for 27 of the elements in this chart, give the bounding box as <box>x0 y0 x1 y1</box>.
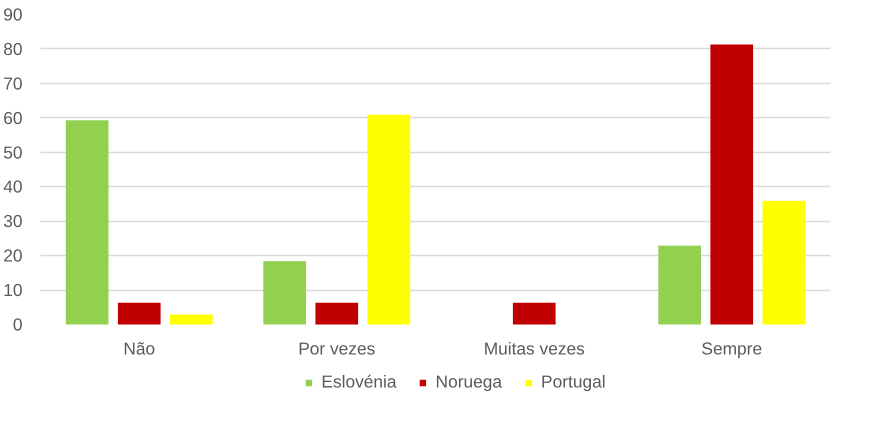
bar <box>710 44 754 324</box>
x-tick-label: Por vezes <box>298 338 376 358</box>
x-tick-label: Não <box>123 338 156 358</box>
bar <box>170 314 213 324</box>
bar <box>263 261 306 324</box>
legend-label: Eslovénia <box>321 372 397 392</box>
legend-label: Noruega <box>436 372 502 392</box>
legend-label: Portugal <box>541 372 606 392</box>
y-tick-label: 50 <box>3 142 23 162</box>
bar <box>315 302 358 324</box>
x-tick-label: Muitas vezes <box>484 338 586 358</box>
y-tick-label: 10 <box>3 280 23 300</box>
bar <box>66 120 109 324</box>
bar <box>762 200 806 324</box>
bar <box>512 302 556 324</box>
y-tick-label: 40 <box>3 176 23 197</box>
bar <box>658 246 702 324</box>
y-tick-label: 70 <box>3 73 23 94</box>
y-tick-label: 80 <box>3 38 23 59</box>
bar <box>367 114 410 324</box>
bar <box>118 302 161 324</box>
y-tick-label: 60 <box>3 108 23 128</box>
y-tick-label: 20 <box>3 246 23 266</box>
x-tick-label: Sempre <box>701 338 762 358</box>
y-tick-label: 0 <box>12 314 23 334</box>
y-tick-label: 30 <box>3 211 23 232</box>
y-tick-label: 90 <box>3 4 23 24</box>
